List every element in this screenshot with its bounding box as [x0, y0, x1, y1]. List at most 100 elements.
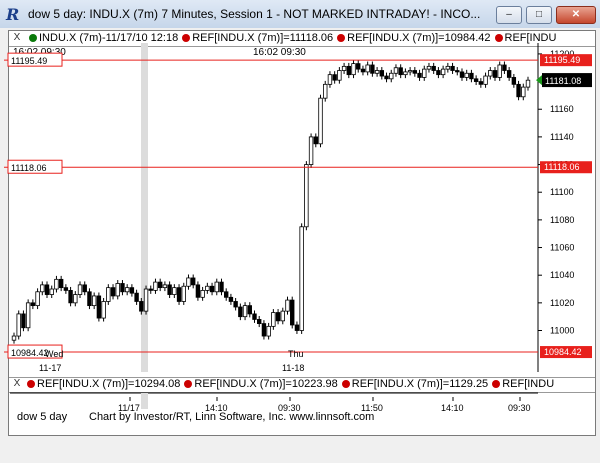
reference-left-label: 11118.06	[11, 163, 47, 173]
close-pane-icon[interactable]: X	[13, 32, 21, 43]
day-date-label: 11-17	[39, 363, 61, 373]
candle-body	[455, 70, 460, 73]
candle-body	[219, 281, 224, 293]
candle-body	[21, 313, 26, 329]
candle-body	[525, 79, 531, 88]
candle-body	[205, 285, 210, 291]
candle-body	[271, 312, 276, 327]
candle-body	[261, 323, 267, 337]
candle-body	[115, 283, 120, 297]
candle-body	[101, 301, 106, 319]
candle-body	[148, 288, 153, 291]
candle-body	[106, 287, 111, 302]
candle-body	[294, 324, 300, 331]
candle-body	[96, 295, 102, 319]
minimize-button[interactable]: –	[496, 6, 522, 24]
candle-body	[200, 290, 205, 298]
y-tick-label: 11100	[550, 187, 574, 197]
ref-dot-icon	[182, 34, 191, 42]
candle-body	[238, 306, 243, 318]
ref-dot-icon	[184, 380, 193, 388]
candle-body	[393, 67, 399, 74]
candle-body	[365, 64, 370, 73]
candle-body	[426, 65, 432, 70]
candle-body	[252, 313, 257, 320]
close-button[interactable]: ✕	[556, 6, 596, 24]
last-price-arrow-icon	[536, 75, 542, 86]
candle-body	[49, 288, 54, 295]
candle-body	[120, 283, 125, 293]
last-price-box	[542, 73, 592, 88]
candle-body	[374, 70, 380, 74]
candle-body	[257, 319, 262, 324]
candle-body	[360, 68, 366, 73]
candle-body	[497, 64, 502, 78]
close-pane-icon[interactable]: X	[13, 378, 21, 389]
candle-body	[318, 97, 323, 145]
x-tick-label: 11:50	[361, 403, 383, 413]
candle-body	[228, 296, 234, 302]
ref-dot-icon	[27, 380, 35, 388]
candle-body	[68, 290, 73, 304]
day-date-label: 11-18	[282, 363, 304, 373]
candle-body	[181, 285, 186, 302]
maximize-button[interactable]: □	[526, 6, 552, 24]
footer-chart-name: dow 5 day	[17, 411, 68, 423]
candle-body	[44, 284, 50, 295]
candle-body	[337, 70, 342, 81]
candle-body	[370, 64, 375, 74]
ref-dot-icon	[494, 34, 503, 42]
candle-body	[167, 284, 172, 295]
candle-body	[478, 81, 484, 85]
candle-body	[209, 285, 215, 293]
x-tick-label: 14:10	[441, 403, 464, 413]
ref-dot-icon	[341, 380, 350, 388]
candle-body	[40, 284, 45, 293]
candle-body	[176, 287, 182, 302]
time-header-mid: 16:02 09:30	[253, 47, 306, 58]
x-tick-label: 14:10	[205, 403, 228, 413]
candle-body	[16, 313, 21, 337]
candle-body	[190, 277, 196, 286]
candle-body	[407, 70, 413, 73]
reference-left-box	[7, 159, 63, 174]
reference-left-label: 10984.42	[11, 348, 49, 358]
candle-body	[195, 284, 201, 298]
candle-body	[473, 78, 479, 82]
candle-body	[308, 136, 314, 165]
candle-body	[58, 278, 64, 289]
candle-body	[327, 74, 333, 85]
candle-body	[87, 291, 92, 307]
candle-body	[417, 72, 422, 78]
top-info-strip: X INDU.X (7m)-11/17/10 12:18 REF[INDU.X (…	[9, 32, 595, 47]
candle-body	[341, 65, 347, 71]
x-axis-session-band	[141, 393, 148, 409]
candle-body	[511, 77, 517, 85]
y-tick-label: 11200	[550, 49, 574, 59]
ref-label-3: REF[INDU	[504, 32, 557, 44]
last-price-label: 11181.08	[545, 76, 581, 86]
candle-body	[11, 335, 17, 341]
candle-body	[30, 302, 36, 307]
candle-body	[445, 65, 451, 70]
window-title-bar: R dow 5 day: INDU.X (7m) 7 Minutes, Sess…	[0, 0, 600, 29]
bottom-ref-label-1: REF[INDU.X (7m)]=10294.08	[37, 378, 181, 390]
candle-body	[436, 70, 441, 76]
reference-left-box	[7, 52, 63, 67]
candle-body	[157, 281, 163, 289]
candle-body	[275, 312, 281, 322]
candle-body	[139, 301, 144, 312]
bottom-ref-label-2: REF[INDU.X (7m)]=10223.98	[194, 378, 338, 390]
candle-body	[143, 288, 149, 312]
candle-body	[290, 299, 295, 326]
y-tick-label: 11080	[550, 215, 574, 225]
candle-body	[379, 70, 385, 77]
candle-body	[492, 70, 498, 78]
candle-body	[91, 295, 97, 307]
reference-right-box	[540, 346, 592, 359]
footer-credit: Chart by Investor/RT, Linn Software, Inc…	[89, 411, 375, 423]
candle-body	[389, 72, 394, 80]
candle-body	[247, 305, 252, 315]
candle-body	[110, 287, 116, 297]
